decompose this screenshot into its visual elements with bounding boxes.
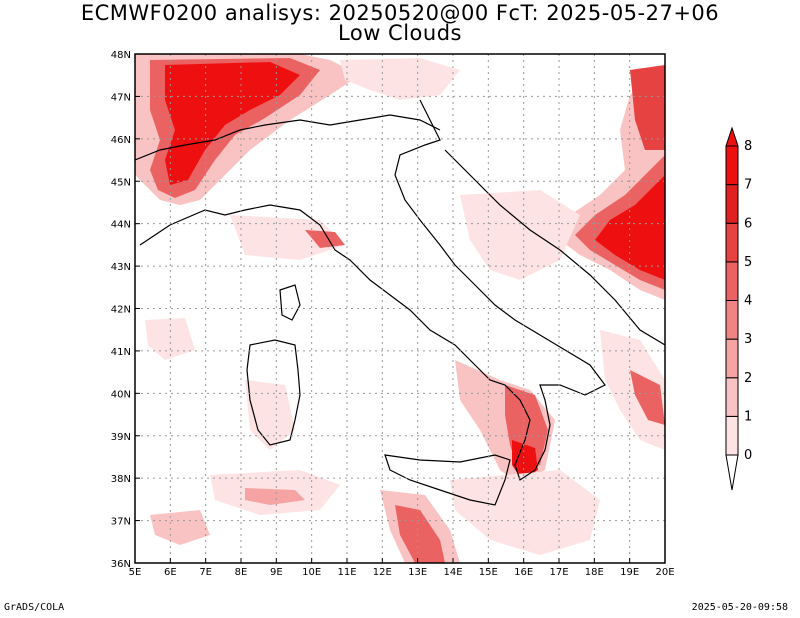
colorbar-label: 4	[744, 294, 752, 309]
y-tick-label: 42N	[111, 305, 131, 316]
colorbar-box	[726, 339, 738, 378]
x-tick-label: 13E	[408, 567, 427, 578]
x-tick-label: 20E	[655, 567, 674, 578]
colorbar-box	[726, 378, 738, 417]
colorbar-bottom-arrow	[726, 455, 738, 490]
x-tick-label: 16E	[514, 567, 533, 578]
y-tick-label: 43N	[111, 262, 131, 273]
y-tick-label: 45N	[111, 177, 131, 188]
x-tick-label: 15E	[479, 567, 498, 578]
colorbar-label: 8	[744, 139, 752, 154]
colorbar-label: 1	[744, 409, 752, 424]
colorbar-box	[726, 146, 738, 185]
x-tick-label: 6E	[164, 567, 177, 578]
x-tick-label: 19E	[620, 567, 639, 578]
colorbar-label: 5	[744, 255, 752, 270]
y-tick-label: 44N	[111, 220, 131, 231]
x-tick-label: 9E	[270, 567, 283, 578]
colorbar-box	[726, 301, 738, 340]
x-tick-label: 18E	[585, 567, 604, 578]
colorbar-box	[726, 262, 738, 301]
colorbar-label: 7	[744, 178, 752, 193]
y-tick-label: 46N	[111, 135, 131, 146]
y-tick-label: 48N	[111, 50, 131, 61]
colorbar-box	[726, 223, 738, 262]
colorbar-box	[726, 416, 738, 455]
y-tick-label: 39N	[111, 432, 131, 443]
y-tick-label: 37N	[111, 517, 131, 528]
footer-timestamp: 2025-05-20-09:58	[692, 602, 788, 613]
y-tick-label: 40N	[111, 389, 131, 400]
x-tick-label: 14E	[443, 567, 462, 578]
x-tick-label: 8E	[235, 567, 248, 578]
x-tick-label: 11E	[337, 567, 356, 578]
colorbar-top-arrow	[726, 128, 738, 146]
y-tick-label: 38N	[111, 474, 131, 485]
x-tick-label: 7E	[199, 567, 212, 578]
footer-credit: GrADS/COLA	[4, 602, 64, 613]
colorbar-label: 0	[744, 448, 752, 463]
y-tick-label: 41N	[111, 347, 131, 358]
colorbar-label: 3	[744, 332, 752, 347]
x-tick-label: 12E	[373, 567, 392, 578]
colorbar: 0 1 2 3 4 5 6 7 8	[726, 128, 752, 490]
y-tick-label: 47N	[111, 92, 131, 103]
x-tick-label: 17E	[549, 567, 568, 578]
colorbar-box	[726, 185, 738, 224]
y-tick-label: 36N	[111, 559, 131, 570]
x-tick-label: 10E	[302, 567, 321, 578]
colorbar-label: 6	[744, 216, 752, 231]
colorbar-label: 2	[744, 371, 752, 386]
